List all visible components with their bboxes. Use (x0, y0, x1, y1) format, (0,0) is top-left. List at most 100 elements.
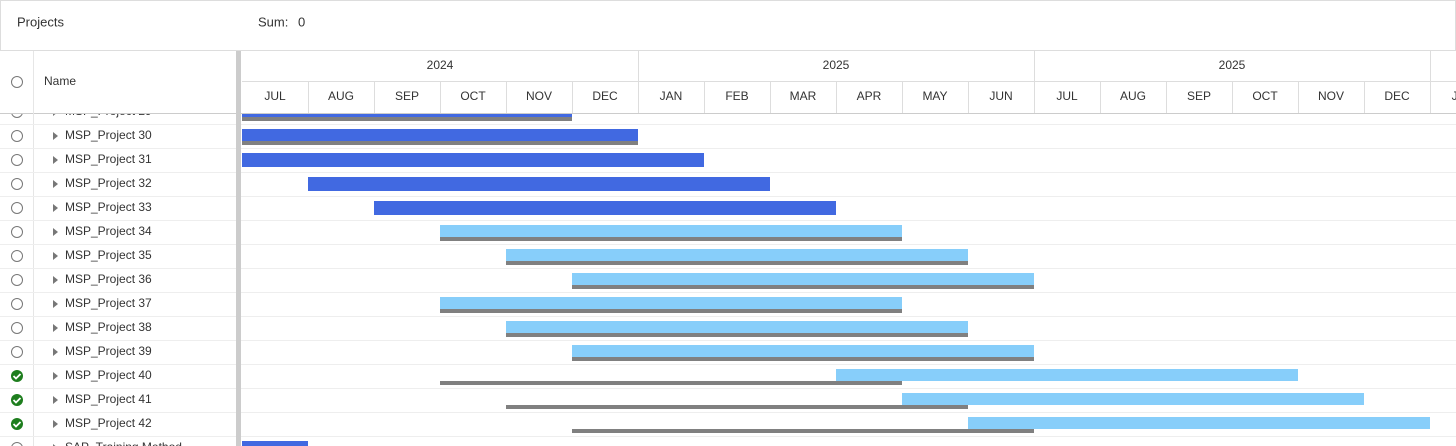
task-bar[interactable] (308, 177, 770, 191)
row-select[interactable] (11, 346, 23, 358)
month-label: JUL (264, 89, 286, 103)
project-row[interactable]: MSP_Project 33 (0, 200, 1456, 221)
splitter[interactable] (236, 51, 241, 446)
sum-label: Sum: (258, 14, 288, 29)
row-select[interactable] (11, 202, 23, 214)
baseline-bar (440, 309, 902, 313)
task-bar[interactable] (440, 225, 902, 237)
project-row[interactable]: MSP_Project 40 (0, 368, 1456, 389)
month-label: DEC (592, 89, 618, 103)
row-select[interactable] (11, 442, 23, 446)
project-row[interactable]: MSP_Project 31 (0, 152, 1456, 173)
row-select[interactable] (11, 130, 23, 142)
task-bar[interactable] (506, 321, 968, 333)
project-row[interactable]: MSP_Project 38 (0, 320, 1456, 341)
month-label: JAN (660, 89, 683, 103)
project-name: SAP_Training Method (65, 440, 182, 446)
row-select[interactable] (11, 298, 23, 310)
task-bar[interactable] (572, 273, 1034, 285)
expand-arrow[interactable] (53, 156, 58, 164)
project-name: MSP_Project 29 (65, 104, 152, 118)
baseline-bar (506, 261, 968, 265)
sum-value: 0 (298, 14, 305, 29)
expand-arrow[interactable] (53, 348, 58, 356)
task-bar[interactable] (440, 297, 902, 309)
name-column-header: Name (44, 74, 76, 88)
year-label: 2024 (427, 58, 454, 72)
project-name: MSP_Project 34 (65, 224, 152, 238)
row-select[interactable] (11, 154, 23, 166)
expand-arrow[interactable] (53, 228, 58, 236)
row-select[interactable] (11, 107, 23, 118)
month-label: MAR (790, 89, 817, 103)
month-label: OCT (1252, 89, 1278, 103)
expand-arrow[interactable] (53, 300, 58, 308)
task-bar[interactable] (836, 369, 1298, 381)
expand-arrow[interactable] (53, 372, 58, 380)
checked-icon[interactable] (11, 370, 23, 382)
select-all[interactable] (11, 76, 23, 88)
task-bar[interactable] (242, 441, 308, 446)
month-label: FEB (725, 89, 748, 103)
expand-arrow[interactable] (53, 180, 58, 188)
project-name: MSP_Project 30 (65, 128, 152, 142)
project-row[interactable]: MSP_Project 34 (0, 224, 1456, 245)
project-row[interactable]: MSP_Project 37 (0, 296, 1456, 317)
row-select[interactable] (11, 250, 23, 262)
project-name: MSP_Project 39 (65, 344, 152, 358)
row-select[interactable] (11, 274, 23, 286)
expand-arrow[interactable] (53, 108, 58, 116)
task-bar[interactable] (572, 345, 1034, 357)
project-name: MSP_Project 42 (65, 416, 152, 430)
project-name: MSP_Project 36 (65, 272, 152, 286)
month-label: AUG (1120, 89, 1146, 103)
project-name: MSP_Project 32 (65, 176, 152, 190)
project-name: MSP_Project 37 (65, 296, 152, 310)
project-row[interactable]: MSP_Project 42 (0, 416, 1456, 437)
checked-icon[interactable] (11, 418, 23, 430)
expand-arrow[interactable] (53, 252, 58, 260)
baseline-bar (242, 141, 638, 145)
project-row[interactable]: MSP_Project 35 (0, 248, 1456, 269)
project-row[interactable]: SAP_Training Method (0, 440, 1456, 446)
baseline-bar (572, 357, 1034, 361)
expand-arrow[interactable] (53, 324, 58, 332)
task-bar[interactable] (242, 129, 638, 141)
expand-arrow[interactable] (53, 420, 58, 428)
task-bar[interactable] (506, 249, 968, 261)
task-bar[interactable] (968, 417, 1430, 429)
project-row[interactable]: MSP_Project 41 (0, 392, 1456, 413)
month-label: NOV (526, 89, 552, 103)
row-select[interactable] (11, 322, 23, 334)
check-mark (12, 421, 22, 428)
project-name: MSP_Project 31 (65, 152, 152, 166)
task-bar[interactable] (242, 153, 704, 167)
baseline-bar (440, 381, 902, 385)
project-row[interactable]: MSP_Project 36 (0, 272, 1456, 293)
project-row[interactable]: MSP_Project 39 (0, 344, 1456, 365)
task-bar[interactable] (374, 201, 836, 215)
checked-icon[interactable] (11, 394, 23, 406)
row-select[interactable] (11, 226, 23, 238)
row-select[interactable] (11, 178, 23, 190)
project-row[interactable]: MSP_Project 30 (0, 128, 1456, 149)
expand-arrow[interactable] (53, 204, 58, 212)
task-bar[interactable] (902, 393, 1364, 405)
month-label: JAN (1452, 89, 1456, 103)
task-bar[interactable] (242, 105, 572, 117)
expand-arrow[interactable] (53, 276, 58, 284)
baseline-bar (440, 237, 902, 241)
project-row[interactable]: MSP_Project 32 (0, 176, 1456, 197)
project-name: MSP_Project 40 (65, 368, 152, 382)
timeline-header: 2024 2025 2025 JUL AUG SEP OCT NOV DEC JAN FEB MAR A… (242, 51, 1456, 113)
toolbar-title: Projects (17, 14, 64, 29)
project-name: MSP_Project 33 (65, 200, 152, 214)
month-label: NOV (1318, 89, 1344, 103)
month-label: AUG (328, 89, 354, 103)
month-label: OCT (460, 89, 486, 103)
expand-arrow[interactable] (53, 132, 58, 140)
expand-arrow[interactable] (53, 396, 58, 404)
project-row[interactable]: MSP_Project 29 (0, 104, 1456, 125)
check-mark (12, 397, 22, 404)
